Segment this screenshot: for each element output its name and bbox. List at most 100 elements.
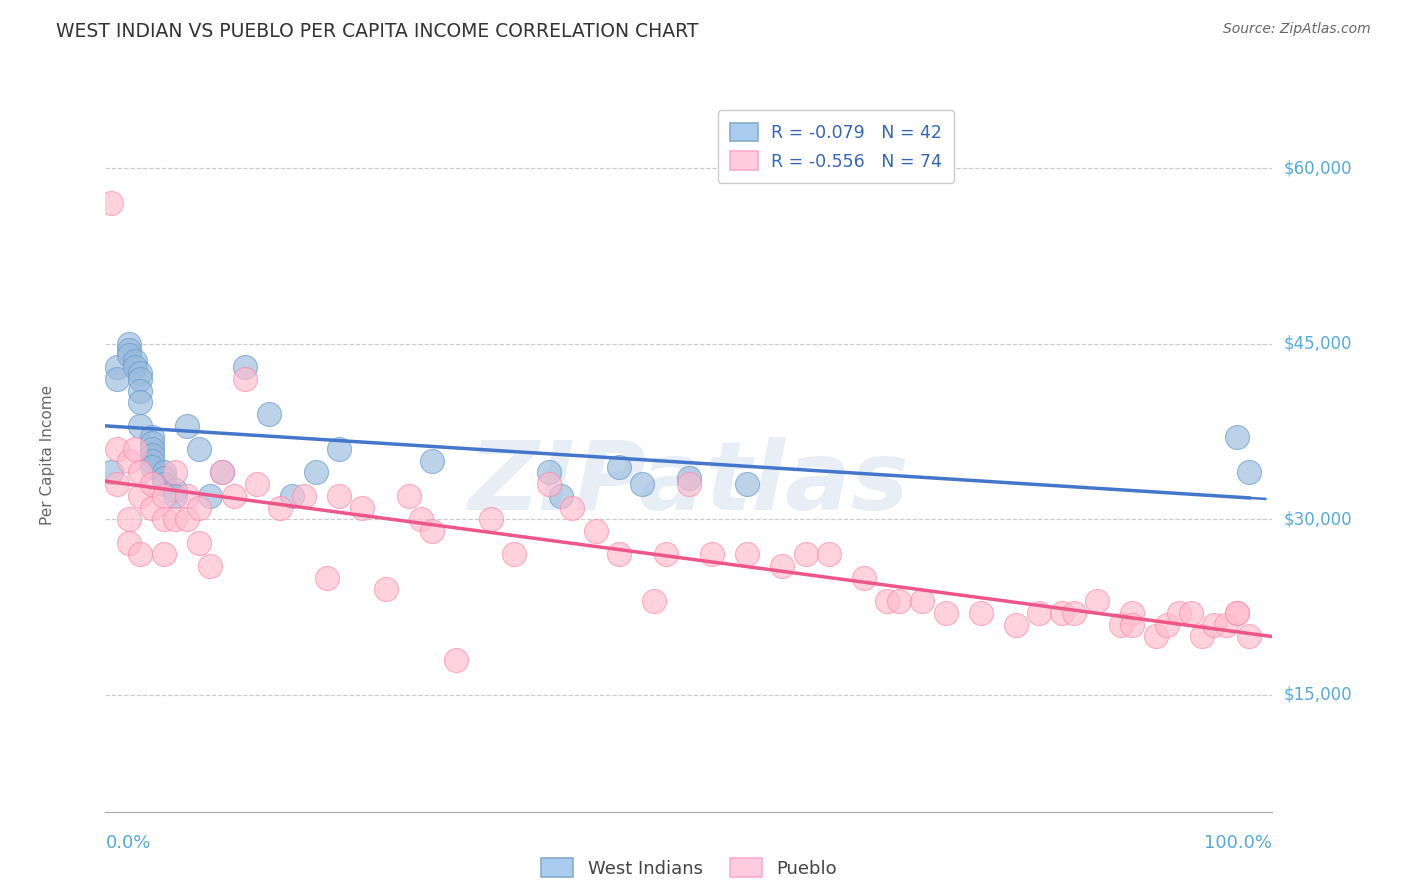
Text: ZIPatlas: ZIPatlas	[468, 437, 910, 530]
Point	[141, 430, 163, 444]
Point	[176, 512, 198, 526]
Point	[235, 372, 257, 386]
Point	[537, 466, 560, 480]
Point	[550, 489, 572, 503]
Point	[118, 535, 141, 549]
Text: Source: ZipAtlas.com: Source: ZipAtlas.com	[1223, 22, 1371, 37]
Point	[678, 477, 700, 491]
Point	[409, 512, 432, 526]
Point	[1028, 606, 1050, 620]
Point	[222, 489, 245, 503]
Point	[100, 196, 122, 211]
Point	[1156, 617, 1178, 632]
Point	[165, 489, 187, 503]
Point	[292, 489, 315, 503]
Point	[187, 500, 209, 515]
Point	[152, 471, 174, 485]
Point	[100, 466, 122, 480]
Point	[1052, 606, 1074, 620]
Point	[165, 483, 187, 497]
Point	[200, 489, 222, 503]
Point	[1202, 617, 1225, 632]
Text: 0.0%: 0.0%	[105, 834, 150, 852]
Point	[1226, 606, 1249, 620]
Point	[770, 559, 793, 574]
Point	[129, 372, 152, 386]
Text: WEST INDIAN VS PUEBLO PER CAPITA INCOME CORRELATION CHART: WEST INDIAN VS PUEBLO PER CAPITA INCOME …	[56, 22, 699, 41]
Point	[187, 442, 209, 456]
Point	[124, 354, 146, 368]
Point	[970, 606, 993, 620]
Point	[374, 582, 396, 597]
Point	[1226, 606, 1249, 620]
Point	[118, 343, 141, 357]
Point	[129, 418, 152, 433]
Point	[1226, 430, 1249, 444]
Point	[479, 512, 502, 526]
Point	[257, 407, 280, 421]
Point	[105, 477, 128, 491]
Point	[935, 606, 957, 620]
Point	[141, 442, 163, 456]
Point	[1085, 594, 1108, 608]
Point	[420, 524, 443, 538]
Point	[678, 471, 700, 485]
Point	[105, 442, 128, 456]
Point	[141, 436, 163, 450]
Point	[118, 454, 141, 468]
Point	[211, 466, 233, 480]
Point	[129, 366, 152, 380]
Point	[129, 395, 152, 409]
Point	[118, 349, 141, 363]
Point	[124, 360, 146, 375]
Point	[1121, 617, 1143, 632]
Point	[794, 547, 817, 561]
Point	[585, 524, 607, 538]
Point	[105, 372, 128, 386]
Text: 100.0%: 100.0%	[1205, 834, 1272, 852]
Point	[1237, 466, 1260, 480]
Point	[152, 512, 174, 526]
Point	[141, 454, 163, 468]
Point	[235, 360, 257, 375]
Point	[118, 336, 141, 351]
Point	[281, 489, 304, 503]
Point	[328, 489, 350, 503]
Point	[269, 500, 292, 515]
Text: $30,000: $30,000	[1284, 510, 1353, 528]
Point	[1191, 629, 1213, 643]
Point	[176, 489, 198, 503]
Point	[124, 442, 146, 456]
Point	[211, 466, 233, 480]
Point	[316, 571, 339, 585]
Point	[643, 594, 665, 608]
Point	[165, 512, 187, 526]
Point	[607, 459, 630, 474]
Point	[176, 418, 198, 433]
Point	[887, 594, 910, 608]
Point	[141, 459, 163, 474]
Point	[129, 384, 152, 398]
Point	[105, 360, 128, 375]
Point	[911, 594, 934, 608]
Point	[1063, 606, 1085, 620]
Text: $60,000: $60,000	[1284, 160, 1353, 178]
Point	[129, 466, 152, 480]
Point	[852, 571, 875, 585]
Point	[1215, 617, 1237, 632]
Point	[1121, 606, 1143, 620]
Point	[152, 477, 174, 491]
Point	[118, 512, 141, 526]
Point	[1180, 606, 1202, 620]
Point	[1237, 629, 1260, 643]
Point	[737, 547, 759, 561]
Point	[702, 547, 724, 561]
Point	[444, 653, 467, 667]
Point	[398, 489, 420, 503]
Point	[152, 489, 174, 503]
Point	[876, 594, 898, 608]
Point	[152, 547, 174, 561]
Point	[200, 559, 222, 574]
Text: $45,000: $45,000	[1284, 334, 1353, 352]
Text: $15,000: $15,000	[1284, 686, 1353, 704]
